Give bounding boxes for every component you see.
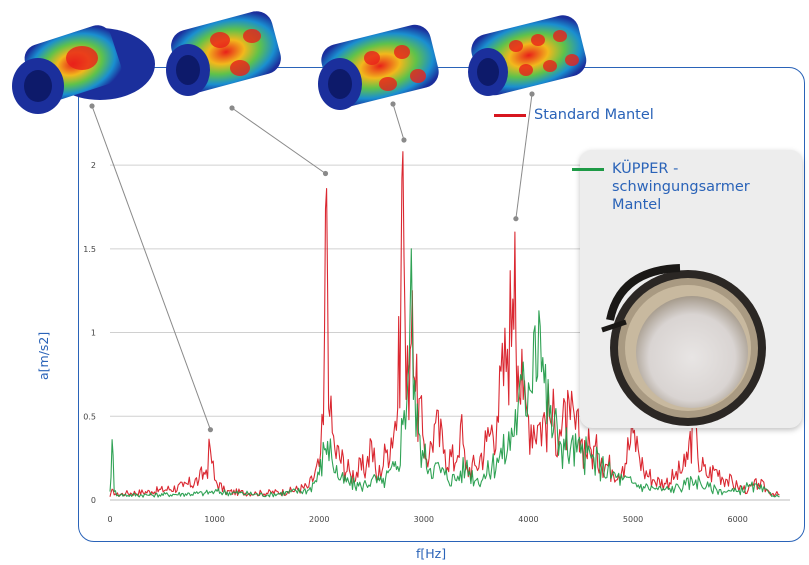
fe-mode-shape-1-icon	[12, 25, 155, 114]
x-tick-label: 1000	[204, 515, 224, 524]
annotation-leader-line	[515, 93, 533, 219]
x-tick-label: 5000	[623, 515, 643, 524]
annotation-leader-line	[231, 107, 326, 174]
annotation-dot	[322, 170, 329, 177]
annotation-dot	[89, 103, 95, 109]
x-tick-label: 0	[107, 515, 112, 524]
annotation-dot	[390, 101, 396, 107]
fe-mode-shape-2-icon	[166, 11, 281, 96]
y-tick-label: 0	[91, 496, 96, 505]
series-line-kuepper	[109, 248, 780, 498]
x-axis-label: f[Hz]	[416, 546, 447, 561]
annotation-dot	[529, 91, 535, 97]
y-tick-label: 1.5	[83, 245, 96, 254]
annotation-leader-line	[392, 103, 405, 141]
legend-entry-standard: Standard Mantel	[494, 106, 704, 124]
chart-frame	[78, 67, 805, 542]
annotation-dot	[513, 216, 519, 222]
x-tick-label: 6000	[728, 515, 748, 524]
fe-mode-shape-3-icon	[318, 24, 439, 110]
legend-card: Standard Mantel KÜPPER - schwingungsarme…	[494, 107, 802, 428]
annotation-dot	[229, 105, 235, 111]
x-tick-label: 2000	[309, 515, 329, 524]
y-tick-label: 2	[91, 161, 96, 170]
y-tick-label: 1	[91, 329, 96, 338]
x-tick-label: 3000	[414, 515, 434, 524]
legend-label-standard: Standard Mantel	[534, 107, 654, 123]
legend-entry-kuepper: KÜPPER - schwingungsarmer Mantel	[572, 160, 750, 214]
y-axis-label: a[m/s2]	[36, 331, 51, 380]
x-tick-label: 4000	[518, 515, 538, 524]
annotation-leader-line	[91, 105, 211, 430]
y-tick-label: 0.5	[83, 412, 96, 421]
sleeve-photo-icon	[601, 264, 766, 426]
annotation-dot	[207, 427, 214, 433]
legend-swatch-green	[572, 168, 604, 171]
annotation-dot	[401, 137, 407, 143]
fe-mode-shape-4-icon	[468, 15, 587, 96]
legend-label-kuepper: KÜPPER - schwingungsarmer Mantel	[612, 161, 750, 213]
legend-swatch-red	[494, 114, 526, 117]
